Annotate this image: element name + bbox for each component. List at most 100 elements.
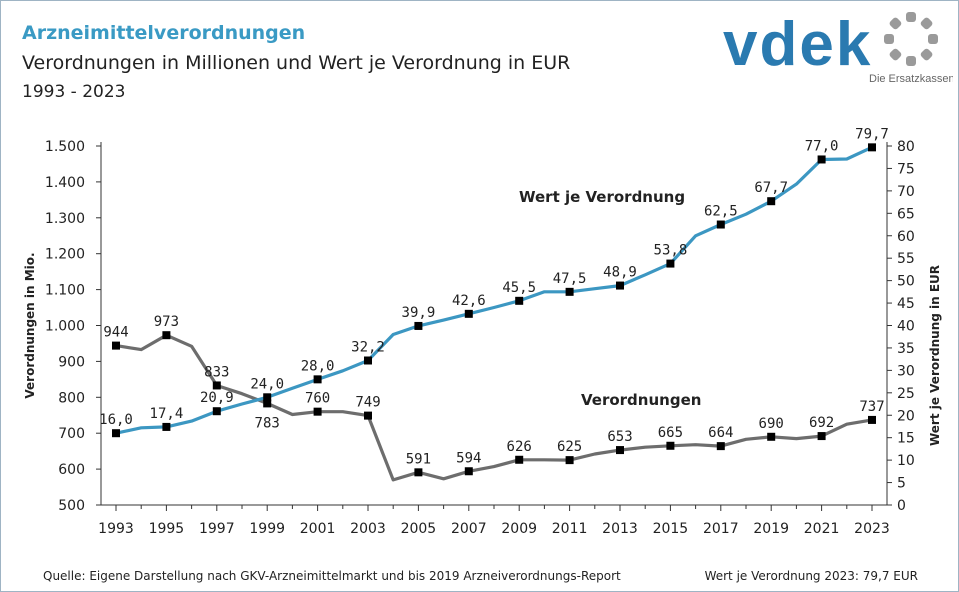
data-label: 77,0: [805, 138, 839, 154]
data-label: 591: [406, 451, 431, 467]
series-title-wert: Wert je Verordnung: [519, 188, 685, 206]
left-tick-label: 500: [58, 498, 85, 514]
series-layer: 944 973 833 783 760 749 591 594 626 625 653 665 664 6…: [99, 126, 889, 482]
x-axis-ticks: 1993 1995 1997 1999 2001 2003 2005 2007 2009 2011…: [98, 505, 890, 537]
left-tick-label: 1.200: [45, 247, 85, 263]
data-label: 690: [759, 416, 784, 432]
x-tick-label: 2015: [653, 521, 689, 537]
left-tick-label: 1.500: [45, 139, 85, 155]
data-marker: [112, 429, 120, 438]
data-marker: [515, 296, 524, 305]
data-label: 39,9: [402, 305, 436, 321]
data-marker: [666, 441, 675, 450]
data-marker: [212, 381, 221, 390]
data-marker: [112, 341, 120, 350]
logo-wordmark: vdek: [723, 10, 872, 79]
series-wert-je-verordnung: 16,0 17,4 20,9 24,0 28,0 32,2 39,9 42,6 45,5 47,5…: [99, 126, 889, 438]
data-label: 626: [507, 439, 532, 455]
data-marker: [364, 356, 372, 365]
x-tick-label: 2003: [350, 521, 386, 537]
data-marker: [817, 432, 826, 441]
data-marker: [767, 197, 776, 206]
right-tick-label: 20: [897, 408, 915, 424]
data-label: 42,6: [452, 293, 486, 309]
right-tick-label: 50: [897, 274, 915, 290]
data-label: 737: [859, 399, 884, 415]
x-tick-label: 2013: [602, 521, 638, 537]
data-marker: [162, 331, 171, 340]
right-tick-label: 30: [897, 363, 915, 379]
data-marker: [817, 155, 826, 164]
data-marker: [464, 309, 473, 318]
x-tick-label: 2007: [451, 521, 487, 537]
left-tick-label: 1.300: [45, 211, 85, 227]
data-marker: [313, 375, 322, 384]
right-tick-label: 60: [897, 229, 915, 245]
data-label: 53,8: [654, 243, 688, 259]
series-line: [115, 333, 873, 482]
data-marker: [565, 287, 574, 296]
source-note: Quelle: Eigene Darstellung nach GKV-Arzn…: [43, 569, 621, 583]
x-tick-label: 1995: [149, 521, 185, 537]
data-label: 20,9: [200, 390, 234, 406]
data-label: 79,7: [855, 126, 889, 142]
data-marker: [666, 259, 675, 268]
data-label: 665: [658, 425, 683, 441]
right-axis-ticks: 0 5 10 15 20 25 30 35 40 45 50 55 60 65 70 75 80: [887, 139, 915, 514]
data-label: 45,5: [502, 280, 536, 296]
data-label: 783: [255, 415, 280, 431]
right-tick-label: 55: [897, 251, 915, 267]
data-label: 594: [456, 450, 481, 466]
right-tick-label: 15: [897, 431, 915, 447]
right-tick-label: 0: [897, 498, 906, 514]
right-tick-label: 35: [897, 341, 915, 357]
logo-dot: [906, 56, 916, 66]
data-label: 32,2: [351, 340, 385, 356]
data-marker: [212, 407, 221, 416]
data-label: 833: [204, 364, 229, 380]
data-marker: [364, 411, 372, 420]
plot-area: 5006007008009001.0001.1001.2001.3001.400…: [23, 126, 942, 537]
left-tick-label: 1.000: [45, 319, 85, 335]
left-tick-label: 1.100: [45, 283, 85, 299]
data-marker: [313, 407, 322, 416]
x-tick-label: 2021: [804, 521, 840, 537]
x-tick-label: 2017: [703, 521, 739, 537]
data-marker: [616, 281, 624, 290]
data-marker: [162, 422, 171, 431]
right-tick-label: 45: [897, 296, 915, 312]
data-label: 67,7: [754, 180, 788, 196]
right-tick-label: 65: [897, 206, 915, 222]
x-tick-label: 2001: [300, 521, 336, 537]
logo-dot-ring: [884, 12, 938, 66]
right-axis-title: Wert je Verordnung in EUR: [928, 265, 942, 446]
data-marker: [515, 455, 524, 464]
x-tick-label: 1999: [249, 521, 285, 537]
data-marker: [464, 467, 473, 476]
data-label: 62,5: [704, 204, 738, 220]
series-line: [115, 145, 873, 435]
logo-dot: [889, 48, 902, 61]
data-label: 24,0: [250, 376, 284, 392]
left-tick-label: 800: [58, 390, 85, 406]
data-marker: [868, 143, 876, 152]
data-label: 749: [355, 395, 380, 411]
left-tick-label: 600: [58, 462, 85, 478]
chart-year-range: 1993 - 2023: [22, 82, 126, 102]
logo-dot: [928, 34, 938, 44]
x-tick-label: 2009: [501, 521, 537, 537]
logo-dot: [920, 17, 933, 30]
left-tick-label: 700: [58, 426, 85, 442]
data-label: 17,4: [150, 406, 184, 422]
vdek-logo: vdek Die Ersatzkassen: [723, 10, 953, 85]
series-title-verordnungen: Verordnungen: [581, 391, 701, 409]
data-label: 47,5: [553, 271, 587, 287]
data-label: 944: [103, 325, 128, 341]
chart-title: Arzneimittelverordnungen: [22, 22, 306, 44]
data-marker: [414, 468, 423, 477]
right-tick-label: 5: [897, 476, 906, 492]
x-tick-label: 2019: [753, 521, 789, 537]
data-marker: [616, 446, 624, 455]
right-tick-label: 70: [897, 184, 915, 200]
left-tick-label: 1.400: [45, 175, 85, 191]
